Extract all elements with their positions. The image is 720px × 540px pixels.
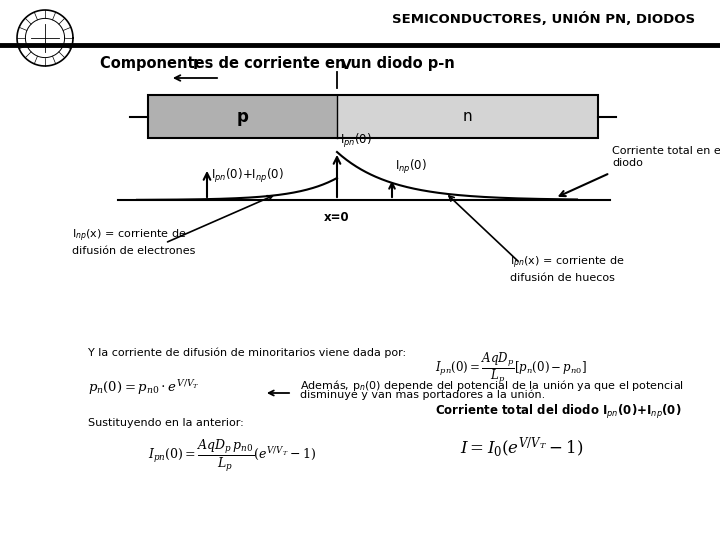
Bar [148, 95, 598, 138]
Text: I: I [192, 58, 197, 72]
Text: Corriente total del diodo I$_{pn}$(0)+I$_{np}$(0): Corriente total del diodo I$_{pn}$(0)+I$… [435, 403, 682, 421]
Text: Además, p$_n$(0) depende del potencial de la unión ya que el potencial: Además, p$_n$(0) depende del potencial d… [300, 378, 684, 393]
Text: disminuye y van mas portadores a la unión.: disminuye y van mas portadores a la unió… [300, 390, 545, 401]
Text: I$_{pn}$(0): I$_{pn}$(0) [340, 132, 372, 150]
Text: n: n [463, 109, 472, 124]
Text: $I=I_0(e^{V/V_T}-1)$: $I=I_0(e^{V/V_T}-1)$ [460, 436, 583, 460]
Text: V: V [341, 58, 352, 72]
Text: p: p [237, 107, 248, 125]
Text: $I_{pn}(0)=\dfrac{AqD_p\,p_{n0}}{L_p}(e^{V/V_T}-1)$: $I_{pn}(0)=\dfrac{AqD_p\,p_{n0}}{L_p}(e^… [148, 438, 316, 474]
Text: Y la corriente de difusión de minoritarios viene dada por:: Y la corriente de difusión de minoritari… [88, 348, 406, 359]
Text: I$_{pn}$(x) = corriente de
difusión de huecos: I$_{pn}$(x) = corriente de difusión de h… [510, 255, 624, 283]
Bar [337, 95, 598, 138]
Bar [148, 95, 337, 138]
Text: Corriente total en el
diodo: Corriente total en el diodo [612, 146, 720, 168]
Text: SEMICONDUCTORES, UNIÓN PN, DIODOS: SEMICONDUCTORES, UNIÓN PN, DIODOS [392, 12, 695, 26]
Text: $p_n(0)=p_{n0}\cdot e^{V/V_T}$: $p_n(0)=p_{n0}\cdot e^{V/V_T}$ [88, 378, 199, 397]
Text: x=0: x=0 [324, 211, 350, 224]
Text: I$_{np}$(x) = corriente de
difusión de electrones: I$_{np}$(x) = corriente de difusión de e… [72, 228, 195, 256]
Text: Componentes de corriente en un diodo p-n: Componentes de corriente en un diodo p-n [100, 56, 455, 71]
Text: I$_{np}$(0): I$_{np}$(0) [395, 158, 427, 176]
Text: I$_{pn}$(0)+I$_{np}$(0): I$_{pn}$(0)+I$_{np}$(0) [211, 167, 284, 185]
Text: $I_{pn}(0)=\dfrac{AqD_p}{L_p}\left[p_n(0)-p_{n0}\right]$: $I_{pn}(0)=\dfrac{AqD_p}{L_p}\left[p_n(0… [435, 350, 587, 386]
Text: Sustituyendo en la anterior:: Sustituyendo en la anterior: [88, 418, 244, 428]
